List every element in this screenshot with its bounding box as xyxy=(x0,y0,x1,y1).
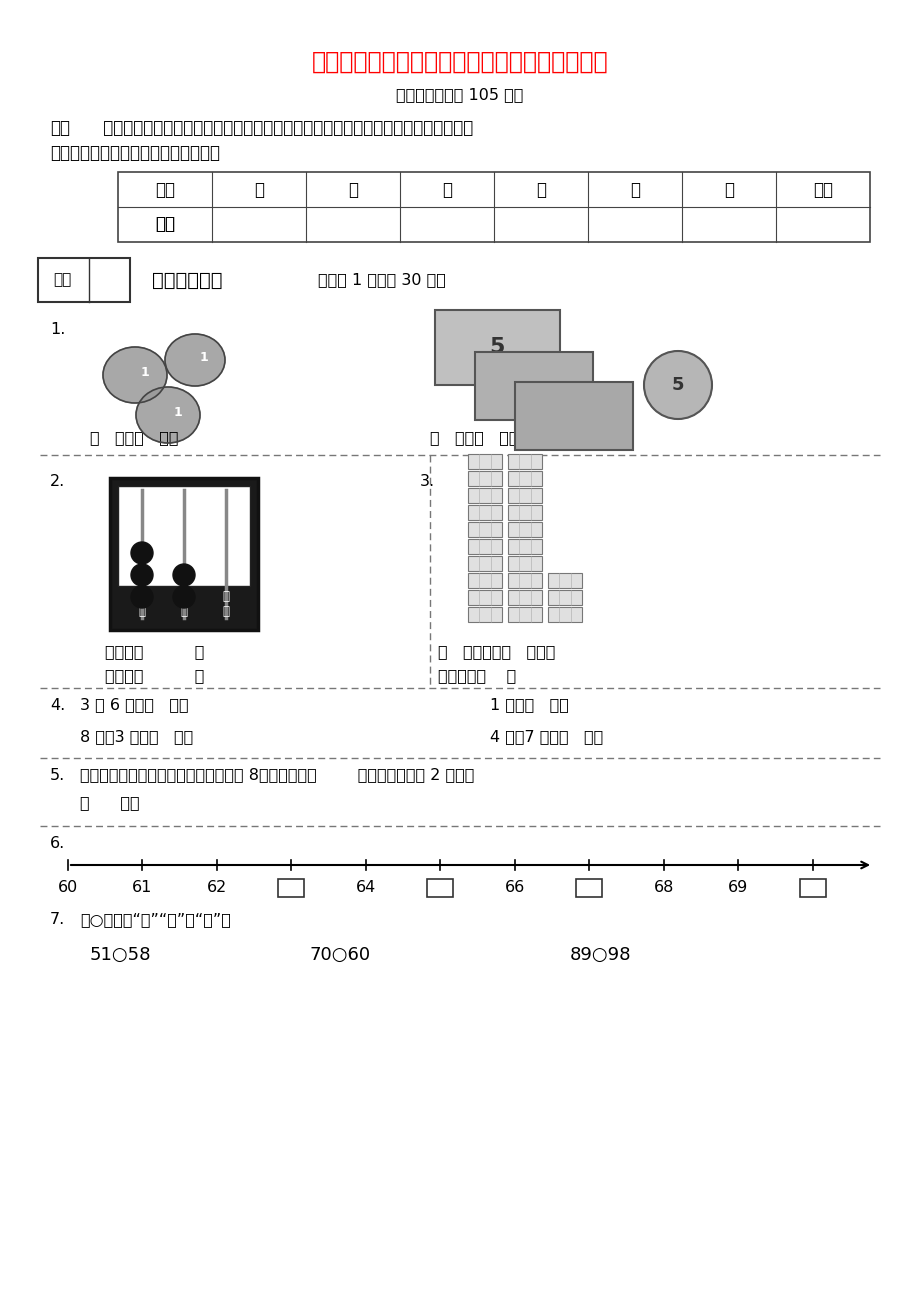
Text: 64: 64 xyxy=(356,880,376,896)
Bar xyxy=(468,540,502,554)
Bar xyxy=(468,573,502,588)
Bar xyxy=(110,478,257,630)
Bar xyxy=(507,590,541,605)
Bar xyxy=(278,879,304,897)
Bar xyxy=(38,257,130,302)
Text: 5: 5 xyxy=(489,337,505,358)
Text: 读作：（          ）: 读作：（ ） xyxy=(105,668,204,684)
Bar xyxy=(118,172,869,242)
Text: 亲爱的同学，你好！通过一年级的学习生活，相信你有很多的收获。请你认真读题，: 亲爱的同学，你好！通过一年级的学习生活，相信你有很多的收获。请你认真读题， xyxy=(98,120,472,136)
Bar xyxy=(468,523,502,537)
Bar xyxy=(468,471,502,486)
Ellipse shape xyxy=(103,347,167,403)
Bar xyxy=(468,607,502,621)
Text: 一、填一填。: 一、填一填。 xyxy=(152,270,222,290)
Text: 8 角－3 角＝（   ）角: 8 角－3 角＝（ ）角 xyxy=(80,729,193,745)
Text: 4.: 4. xyxy=(50,698,65,712)
Text: 得分: 得分 xyxy=(53,273,72,287)
Text: 个
位: 个 位 xyxy=(222,590,229,618)
Bar xyxy=(468,590,502,605)
Text: 68: 68 xyxy=(653,880,674,896)
Text: 2.: 2. xyxy=(50,474,65,490)
Text: 细心答题，老师期待着你优秀的表现！: 细心答题，老师期待着你优秀的表现！ xyxy=(50,144,220,162)
Text: 合起来是（    ）: 合起来是（ ） xyxy=(437,668,516,684)
Text: 1: 1 xyxy=(140,365,149,378)
Text: （   ）个十和（   ）个一: （ ）个十和（ ）个一 xyxy=(437,645,555,659)
Text: 二: 二 xyxy=(347,181,357,199)
Text: 五: 五 xyxy=(630,181,640,199)
Text: 百
位: 百 位 xyxy=(139,590,145,618)
Bar xyxy=(576,879,602,897)
Bar xyxy=(507,523,541,537)
Text: （   ）元（   ）角: （ ）元（ ）角 xyxy=(90,430,178,446)
Bar xyxy=(468,488,502,503)
Text: 70○60: 70○60 xyxy=(310,946,370,965)
Text: 66: 66 xyxy=(505,880,525,896)
Text: 一个两位数，个位上和十位上的数都是 8，这个数是（        ），比这个数多 2 的数是: 一个两位数，个位上和十位上的数都是 8，这个数是（ ），比这个数多 2 的数是 xyxy=(80,767,474,783)
Bar xyxy=(515,382,632,450)
Bar xyxy=(468,454,502,469)
Text: （      ）。: （ ）。 xyxy=(80,796,140,810)
Text: （本试卷满分为 105 分）: （本试卷满分为 105 分） xyxy=(396,87,523,103)
Text: 1.: 1. xyxy=(50,322,65,338)
Text: 5: 5 xyxy=(671,376,684,394)
Text: 51○58: 51○58 xyxy=(90,946,152,965)
Ellipse shape xyxy=(165,334,225,386)
Circle shape xyxy=(173,564,195,586)
Bar xyxy=(507,454,541,469)
Bar xyxy=(507,607,541,621)
Text: 题号: 题号 xyxy=(154,181,175,199)
Text: 5.: 5. xyxy=(50,767,65,783)
Text: （每空 1 分，共 30 分）: （每空 1 分，共 30 分） xyxy=(318,273,446,287)
Circle shape xyxy=(130,542,153,564)
Circle shape xyxy=(173,586,195,608)
Circle shape xyxy=(643,351,711,419)
Text: 三: 三 xyxy=(441,181,451,199)
Ellipse shape xyxy=(136,387,199,443)
Bar xyxy=(799,879,825,897)
Bar xyxy=(468,504,502,520)
Text: 四: 四 xyxy=(536,181,545,199)
Text: 十
位: 十 位 xyxy=(180,590,187,618)
Bar xyxy=(548,607,582,621)
Text: 写作：（          ）: 写作：（ ） xyxy=(105,645,204,659)
Text: 寄语: 寄语 xyxy=(50,120,70,136)
Text: 一: 一 xyxy=(254,181,264,199)
Text: 69: 69 xyxy=(728,880,748,896)
Bar xyxy=(507,573,541,588)
Text: 1 角＝（   ）分: 1 角＝（ ）分 xyxy=(490,698,568,712)
Bar xyxy=(548,590,582,605)
Circle shape xyxy=(130,586,153,608)
Text: 题号: 题号 xyxy=(154,216,175,234)
Text: 61: 61 xyxy=(132,880,153,896)
Text: 7.: 7. xyxy=(50,913,65,927)
Text: 6.: 6. xyxy=(50,836,65,850)
Text: （   ）元（   ）用: （ ）元（ ）用 xyxy=(429,430,518,446)
Bar xyxy=(427,879,453,897)
Bar xyxy=(548,573,582,588)
Text: 3 元 6 角＝（   ）角: 3 元 6 角＝（ ）角 xyxy=(80,698,188,712)
Circle shape xyxy=(130,564,153,586)
Text: 在○里填上“＞”“＜”或“＝”。: 在○里填上“＞”“＜”或“＝”。 xyxy=(80,913,231,927)
Bar xyxy=(507,540,541,554)
Bar xyxy=(474,352,593,420)
Text: 3.: 3. xyxy=(420,474,435,490)
Bar xyxy=(468,556,502,571)
Bar xyxy=(507,488,541,503)
Bar xyxy=(118,486,250,586)
Text: 60: 60 xyxy=(58,880,78,896)
Text: 总分: 总分 xyxy=(812,181,832,199)
Text: 1: 1 xyxy=(199,351,208,364)
Bar xyxy=(507,504,541,520)
Text: 62: 62 xyxy=(207,880,227,896)
Text: 六: 六 xyxy=(723,181,733,199)
Text: 89○98: 89○98 xyxy=(570,946,630,965)
Text: 4 元＋7 元＝（   ）元: 4 元＋7 元＝（ ）元 xyxy=(490,729,603,745)
Text: 得分: 得分 xyxy=(154,216,175,234)
Bar xyxy=(507,556,541,571)
Bar xyxy=(435,309,560,385)
Text: 第二学期期末学业水平检测小学一年级数学试卷: 第二学期期末学业水平检测小学一年级数学试卷 xyxy=(312,49,607,74)
Text: 1: 1 xyxy=(173,406,182,419)
Bar xyxy=(507,471,541,486)
